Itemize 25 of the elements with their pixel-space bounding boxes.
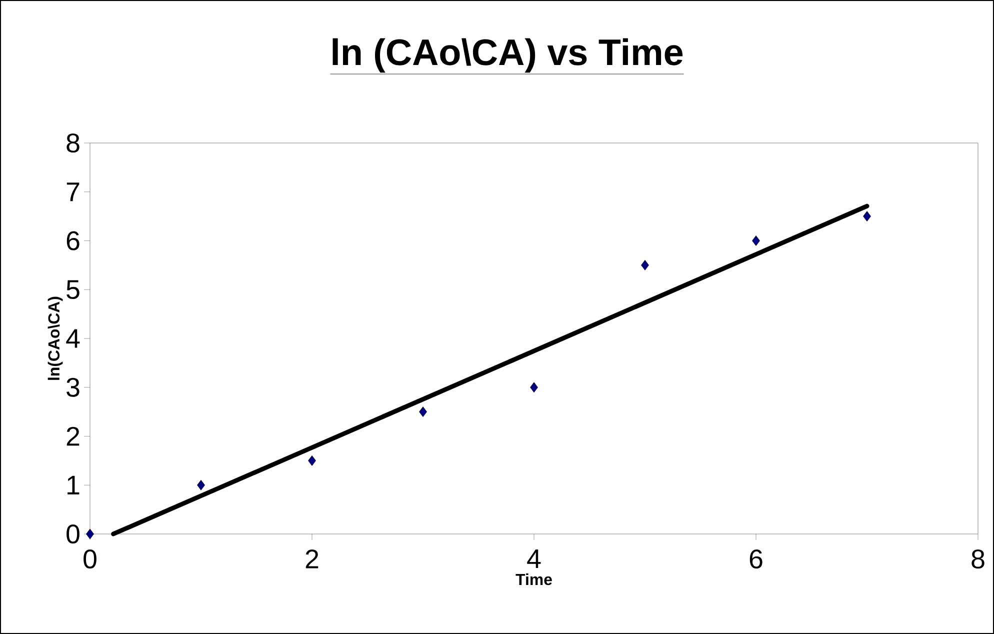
- point: [308, 455, 316, 466]
- y-tick-label: 1: [68, 476, 80, 494]
- y-tick-label: 8: [66, 133, 80, 153]
- y-tick-label: 5: [66, 280, 80, 299]
- x-tick-label: 6: [750, 550, 762, 569]
- x-axis-title: Time: [516, 573, 552, 586]
- y-tick-label: 7: [66, 182, 80, 202]
- x-tick-label: 4: [527, 549, 541, 568]
- chart-title: ln (CAo\CA) vs Time: [332, 38, 683, 73]
- point: [863, 211, 871, 222]
- y-tick-label: 6: [66, 231, 80, 250]
- y-tick-label: 4: [66, 329, 80, 348]
- point: [752, 236, 760, 246]
- y-tick-label: 2: [66, 426, 80, 446]
- x-tick-label: 2: [306, 550, 318, 568]
- y-tick-label: 0: [66, 524, 80, 544]
- point: [419, 406, 427, 417]
- point: [86, 528, 94, 540]
- point: [530, 382, 538, 393]
- x-tick-label: 8: [972, 550, 984, 569]
- point: [197, 480, 205, 490]
- point: [641, 260, 649, 270]
- x-tick-label: 0: [84, 550, 96, 569]
- y-tick-label: 3: [66, 378, 80, 397]
- y-axis-title: ln(CAo\CA): [48, 296, 63, 380]
